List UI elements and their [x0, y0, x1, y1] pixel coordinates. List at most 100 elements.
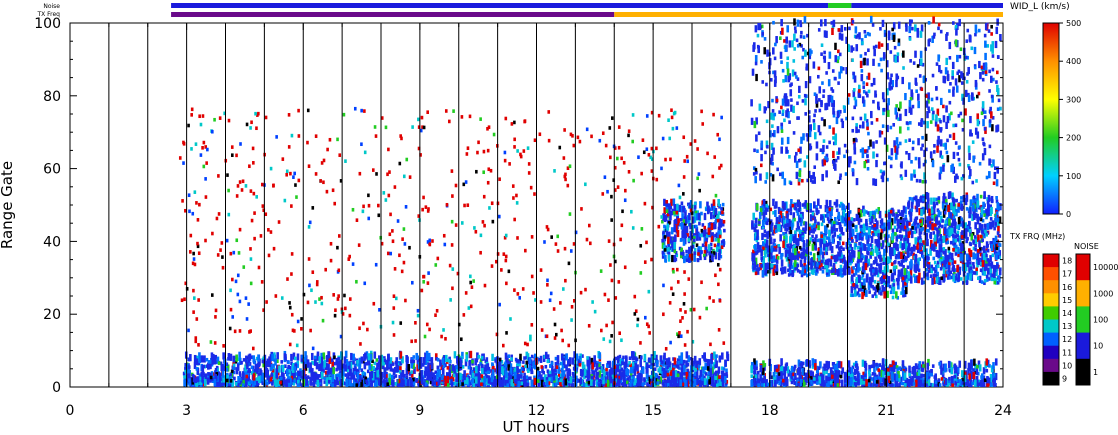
data-point	[940, 367, 943, 375]
data-point	[878, 265, 881, 273]
data-point	[697, 382, 700, 386]
data-point	[871, 266, 875, 271]
data-point	[338, 363, 341, 371]
data-point	[851, 250, 855, 258]
data-point	[753, 228, 757, 232]
data-point	[408, 376, 412, 381]
data-point	[654, 372, 658, 381]
data-point	[221, 370, 225, 378]
data-point	[843, 371, 847, 379]
data-point	[518, 360, 522, 365]
data-point	[784, 223, 787, 231]
data-point	[695, 224, 698, 229]
data-point	[962, 234, 965, 239]
data-point	[805, 264, 809, 272]
data-point	[374, 379, 378, 387]
data-point	[291, 365, 295, 373]
data-point	[201, 375, 204, 383]
data-point	[678, 204, 682, 213]
data-point	[790, 374, 794, 379]
data-point	[266, 376, 270, 380]
data-point	[666, 365, 670, 370]
data-point	[633, 356, 636, 360]
data-point	[370, 370, 374, 379]
data-point	[578, 355, 582, 360]
data-point	[492, 379, 495, 387]
data-point	[914, 363, 918, 367]
data-point	[514, 367, 517, 375]
data-point	[801, 266, 805, 274]
data-point	[871, 224, 874, 229]
data-point	[245, 374, 249, 379]
data-point	[687, 355, 690, 363]
data-point	[247, 373, 251, 382]
data-point	[854, 364, 858, 368]
data-point	[764, 250, 767, 258]
data-point	[369, 382, 372, 387]
data-point	[707, 222, 711, 231]
data-point	[504, 367, 508, 372]
data-point	[779, 234, 782, 242]
data-point	[765, 248, 768, 252]
data-point	[490, 381, 494, 385]
data-point	[250, 355, 254, 359]
data-point	[708, 377, 711, 385]
data-point	[755, 268, 758, 272]
data-point	[868, 217, 872, 222]
data-point	[275, 371, 279, 379]
data-point	[886, 283, 890, 288]
data-point	[663, 228, 667, 233]
data-point	[708, 248, 711, 256]
data-point	[721, 352, 724, 360]
data-point	[762, 256, 765, 264]
data-point	[787, 273, 791, 277]
data-point	[819, 238, 823, 243]
data-point	[654, 383, 657, 387]
data-point	[691, 225, 694, 233]
data-point	[417, 383, 421, 387]
data-point	[902, 281, 905, 289]
data-point	[848, 269, 851, 274]
data-point	[296, 383, 300, 387]
data-point	[817, 198, 820, 206]
data-point	[750, 365, 753, 373]
data-point	[869, 267, 873, 271]
data-point	[565, 353, 568, 361]
data-point	[615, 374, 619, 379]
data-point	[600, 365, 603, 374]
data-point	[683, 230, 686, 238]
data-point	[540, 374, 543, 378]
data-point	[667, 377, 670, 381]
data-point	[857, 217, 861, 225]
data-point	[551, 365, 554, 373]
data-point	[872, 228, 876, 236]
data-point	[297, 371, 300, 376]
data-point	[401, 356, 404, 364]
data-point	[892, 360, 895, 368]
data-point	[825, 251, 829, 256]
data-point	[755, 251, 759, 255]
data-point	[285, 368, 289, 377]
data-point	[577, 379, 581, 383]
data-point	[619, 379, 623, 384]
data-point	[752, 249, 755, 254]
data-point	[878, 369, 881, 377]
data-point	[835, 375, 839, 380]
data-point	[371, 373, 375, 381]
data-point	[869, 243, 872, 247]
data-point	[436, 357, 440, 362]
data-point	[845, 241, 849, 250]
data-point	[327, 363, 330, 371]
data-point	[718, 355, 722, 363]
data-point	[316, 379, 320, 387]
data-point	[354, 366, 357, 374]
data-point	[865, 379, 868, 387]
data-point	[322, 352, 326, 360]
data-point	[861, 227, 864, 232]
data-point	[305, 378, 308, 386]
data-point	[366, 369, 370, 374]
data-point	[635, 357, 639, 362]
data-point	[318, 356, 322, 364]
data-point	[290, 353, 293, 362]
data-point	[540, 379, 544, 387]
